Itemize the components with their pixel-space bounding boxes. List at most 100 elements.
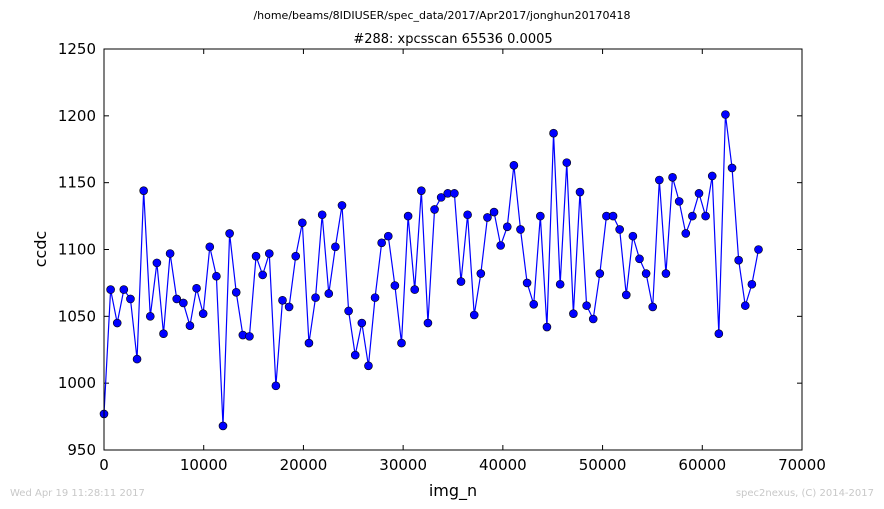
data-point bbox=[496, 241, 505, 250]
x-tick-label: 20000 bbox=[280, 456, 328, 474]
data-point bbox=[145, 312, 155, 321]
data-point bbox=[112, 318, 122, 328]
data-point bbox=[621, 290, 631, 300]
data-point bbox=[688, 211, 697, 221]
data-point bbox=[615, 225, 624, 234]
data-point bbox=[251, 251, 261, 261]
data-point bbox=[331, 242, 340, 252]
data-point bbox=[635, 254, 644, 264]
x-tick-label: 0 bbox=[99, 456, 109, 474]
data-point bbox=[205, 242, 215, 252]
data-point bbox=[463, 210, 472, 220]
data-point bbox=[225, 229, 234, 238]
data-point bbox=[139, 186, 148, 195]
data-point bbox=[456, 277, 466, 286]
data-point bbox=[608, 211, 618, 221]
data-point bbox=[370, 293, 380, 302]
chart-title: #288: xpcsscan 65536 0.0005 bbox=[353, 32, 552, 47]
data-point bbox=[152, 258, 162, 268]
data-point bbox=[714, 329, 724, 339]
y-axis-label: ccdc bbox=[31, 231, 50, 268]
data-point bbox=[198, 309, 208, 318]
data-point bbox=[403, 211, 413, 221]
data-point bbox=[641, 269, 651, 278]
data-point bbox=[159, 329, 168, 339]
data-point bbox=[357, 318, 367, 328]
data-point bbox=[344, 306, 353, 316]
data-point bbox=[542, 322, 552, 332]
data-point bbox=[489, 207, 499, 217]
data-point bbox=[569, 309, 578, 318]
data-point bbox=[740, 301, 750, 310]
data-point bbox=[218, 421, 228, 431]
data-point bbox=[668, 173, 677, 182]
data-point bbox=[575, 187, 585, 197]
data-point bbox=[383, 231, 393, 241]
plot-area: 0 10000 20000 30000 40000 50000 60000 70000 950 1… bbox=[58, 40, 826, 474]
data-point bbox=[701, 211, 710, 221]
x-tick-label: 30000 bbox=[379, 456, 427, 474]
data-point bbox=[483, 213, 492, 222]
data-point bbox=[311, 293, 320, 302]
data-point bbox=[291, 251, 301, 261]
data-point bbox=[126, 294, 135, 304]
data-point bbox=[192, 283, 201, 293]
data-point bbox=[754, 245, 763, 254]
data-point bbox=[278, 295, 287, 305]
data-point bbox=[734, 255, 743, 265]
data-point bbox=[106, 285, 115, 294]
data-point bbox=[132, 354, 142, 364]
data-point bbox=[185, 321, 195, 330]
chart-suptitle: /home/beams/8IDIUSER/spec_data/2017/Apr2… bbox=[253, 9, 630, 22]
y-tick-label: 1250 bbox=[58, 40, 96, 58]
y-tick-label: 950 bbox=[67, 441, 96, 459]
data-point bbox=[264, 249, 274, 258]
x-tick-label: 10000 bbox=[180, 456, 228, 474]
data-point bbox=[324, 289, 334, 298]
data-point bbox=[390, 281, 400, 290]
data-point bbox=[469, 310, 479, 320]
data-point bbox=[397, 338, 406, 348]
x-tick-label: 60000 bbox=[678, 456, 726, 474]
footer-credit: spec2nexus, (C) 2014-2017 bbox=[735, 488, 874, 499]
plot-frame bbox=[103, 48, 803, 451]
data-point bbox=[212, 271, 221, 281]
data-point bbox=[522, 278, 532, 288]
data-point bbox=[172, 294, 182, 304]
y-tick-label: 1000 bbox=[58, 374, 96, 392]
data-point bbox=[588, 314, 598, 324]
data-point bbox=[694, 189, 704, 198]
data-point bbox=[655, 175, 664, 185]
data-point bbox=[377, 238, 386, 248]
data-point bbox=[595, 269, 605, 278]
data-point bbox=[727, 163, 737, 173]
data-point bbox=[179, 298, 188, 308]
data-point bbox=[417, 186, 426, 195]
x-tick-label: 50000 bbox=[579, 456, 627, 474]
data-point bbox=[284, 302, 294, 312]
data-point bbox=[317, 210, 327, 220]
data-point bbox=[350, 350, 360, 360]
data-point bbox=[450, 189, 459, 198]
footer-timestamp: Wed Apr 19 11:28:11 2017 bbox=[10, 488, 145, 499]
data-point bbox=[529, 300, 539, 309]
y-tick-label: 1050 bbox=[58, 307, 96, 325]
x-tick-label: 70000 bbox=[778, 456, 826, 474]
data-point bbox=[536, 211, 545, 221]
data-point bbox=[430, 205, 439, 214]
data-point bbox=[165, 249, 175, 258]
data-point bbox=[231, 287, 241, 297]
data-point bbox=[119, 285, 129, 294]
data-point bbox=[707, 171, 717, 181]
data-point bbox=[648, 302, 658, 312]
data-point bbox=[304, 338, 314, 348]
data-point bbox=[271, 381, 281, 391]
y-tick-label: 1200 bbox=[58, 107, 96, 125]
data-point bbox=[661, 269, 671, 278]
data-point bbox=[555, 279, 565, 289]
data-point bbox=[476, 269, 486, 278]
y-tick-label: 1150 bbox=[58, 174, 96, 192]
series-line bbox=[103, 114, 760, 426]
data-point bbox=[681, 229, 691, 238]
